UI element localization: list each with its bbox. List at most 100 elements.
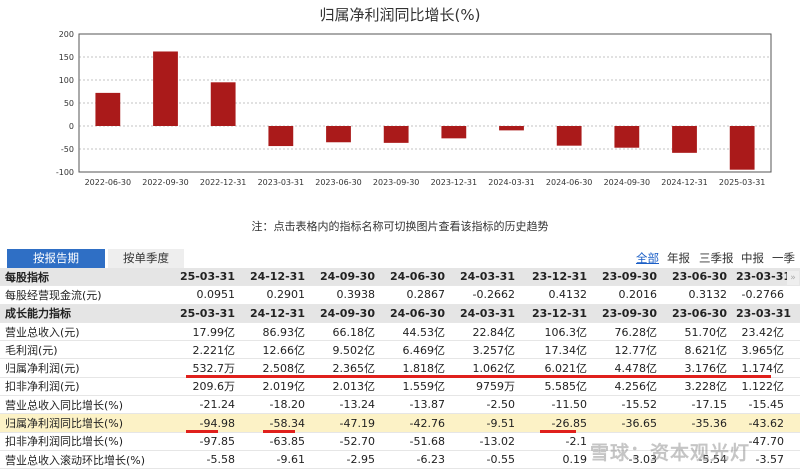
metric-value: 12.77亿	[592, 340, 662, 360]
financial-table: 每股指标 25-03-31 24-12-31 24-09-30 24-06-30 24-0…	[0, 268, 800, 470]
metric-value: 0.19	[520, 450, 592, 470]
x-tick-label: 2024-03-31	[488, 178, 535, 187]
metric-value: 3.228亿	[662, 377, 732, 397]
y-tick-label: 150	[59, 53, 74, 62]
metric-value: -0.2662	[450, 285, 520, 305]
chart-title: 归属净利润同比增长(%)	[319, 6, 481, 24]
table-section-header: 成长能力指标 25-03-31 24-12-31 24-09-30 24-06-30 24…	[0, 304, 800, 323]
metric-value: -35.36	[662, 413, 732, 433]
metric-value: -2.1	[520, 432, 592, 451]
metric-value: -63.85	[240, 432, 310, 451]
y-tick-label: 50	[64, 99, 74, 108]
metric-value: 1.062亿	[450, 358, 520, 378]
metric-value: 23-03-31	[732, 304, 800, 323]
x-tick-label: 2022-09-30	[142, 178, 189, 187]
metric-name[interactable]: 毛利润(元)	[0, 340, 172, 360]
metric-name[interactable]: 归属净利润同比增长(%)	[0, 413, 172, 433]
metric-value: 24-09-30	[310, 268, 380, 287]
metric-value: -43.62	[732, 413, 800, 433]
metric-value: -3.03	[592, 450, 662, 470]
table-row: 归属净利润(元) 532.7万 2.508亿 2.365亿 1.818亿 1.062亿 6.…	[0, 358, 800, 378]
metric-value: 24-09-30	[310, 304, 380, 323]
metric-value: -13.87	[380, 395, 450, 415]
metric-value: -0.55	[450, 450, 520, 470]
metric-name[interactable]: 营业总收入同比增长(%)	[0, 395, 172, 415]
metric-value: 24-03-31	[450, 268, 520, 287]
metric-value: -2.50	[450, 395, 520, 415]
table-section-header: 每股指标 25-03-31 24-12-31 24-09-30 24-06-30 24-0…	[0, 268, 800, 287]
metric-value: 0.2901	[240, 285, 310, 305]
bar	[383, 126, 409, 143]
x-tick-label: 2024-12-31	[661, 178, 708, 187]
metric-name[interactable]: 扣非净利润(元)	[0, 377, 172, 397]
filter-annual[interactable]: 年报	[667, 251, 690, 265]
tab-by-report-period[interactable]: 按报告期	[7, 249, 105, 268]
metric-value: 1.174亿	[732, 358, 800, 378]
metric-value: -13.02	[450, 432, 520, 451]
bar	[95, 92, 121, 126]
metric-value: 24-12-31	[240, 268, 310, 287]
chart-area: 200 150 100 50 0 -50 -100 2022-06-30 2022-09-30 2…	[0, 0, 800, 200]
y-tick-label: -100	[56, 168, 74, 177]
metric-name[interactable]: 归属净利润(元)	[0, 358, 172, 378]
metric-name[interactable]: 成长能力指标	[0, 304, 172, 323]
metric-value: 23-09-30	[592, 304, 662, 323]
metric-value: -5.58	[172, 450, 240, 470]
filter-q3[interactable]: 三季报	[699, 251, 734, 265]
metric-value: 6.469亿	[380, 340, 450, 360]
metric-name[interactable]: 营业总收入(元)	[0, 322, 172, 342]
metric-value: 106.3亿	[520, 322, 592, 342]
metric-value: 4.256亿	[592, 377, 662, 397]
metric-name[interactable]: 营业总收入滚动环比增长(%)	[0, 450, 172, 470]
table-row: 扣非净利润(元) 209.6万 2.019亿 2.013亿 1.559亿 9759万 5.5…	[0, 377, 800, 397]
metric-value: 3.257亿	[450, 340, 520, 360]
metric-value: -11.50	[520, 395, 592, 415]
metric-name[interactable]: 每股经营现金流(元)	[0, 285, 172, 305]
red-underline-mark	[263, 430, 295, 433]
metric-value: -47.70	[732, 432, 800, 451]
metric-value: 23-09-30	[592, 268, 662, 287]
y-tick-label: 200	[59, 30, 74, 39]
metric-value: -21.24	[172, 395, 240, 415]
metric-value: -36.65	[592, 413, 662, 433]
metric-value: 8.621亿	[662, 340, 732, 360]
metric-value: -58.34	[240, 413, 310, 433]
metric-name[interactable]: 每股指标	[0, 268, 172, 287]
metric-value: 12.66亿	[240, 340, 310, 360]
bar	[441, 126, 467, 139]
metric-value: 66.18亿	[310, 322, 380, 342]
table-row: 扣非净利润同比增长(%) -97.85 -63.85 -52.70 -51.68 -13.…	[0, 432, 800, 451]
metric-value: 0.2016	[592, 285, 662, 305]
red-underline-mark	[540, 430, 576, 433]
metric-value: -5.54	[662, 450, 732, 470]
metric-value: -15.52	[592, 395, 662, 415]
metric-value: 23-12-31	[520, 268, 592, 287]
metric-value: 24-12-31	[240, 304, 310, 323]
double-right-arrow-icon[interactable]: »	[787, 271, 799, 285]
metric-value: -17.15	[662, 395, 732, 415]
y-tick-label: 0	[69, 122, 74, 131]
table-row: 营业总收入滚动环比增长(%) -5.58 -9.61 -2.95 -6.23 -0.55 0…	[0, 450, 800, 470]
metric-value: 25-03-31	[172, 304, 240, 323]
x-tick-label: 2023-03-31	[258, 178, 305, 187]
bar	[210, 82, 236, 126]
metric-name[interactable]: 扣非净利润同比增长(%)	[0, 432, 172, 451]
metric-value: 9759万	[450, 377, 520, 397]
chart-note: 注：点击表格内的指标名称可切换图片查看该指标的历史趋势	[251, 220, 549, 233]
metric-value: -47.19	[310, 413, 380, 433]
metric-value: -6.23	[380, 450, 450, 470]
x-tick-label: 2022-12-31	[200, 178, 247, 187]
bar	[672, 126, 697, 153]
metric-value: -3.57	[732, 450, 800, 470]
bar	[614, 126, 640, 148]
metric-value: 23-06-30	[662, 268, 732, 287]
table-row: 毛利润(元) 2.221亿 12.66亿 9.502亿 6.469亿 3.257亿 17.3…	[0, 340, 800, 360]
tab-by-single-quarter[interactable]: 按单季度	[108, 249, 184, 268]
metric-value: -0.2766	[732, 285, 800, 305]
x-tick-label: 2024-06-30	[546, 178, 593, 187]
filter-q1[interactable]: 一季报	[772, 251, 795, 284]
filter-all[interactable]: 全部	[636, 251, 659, 265]
filter-interim[interactable]: 中报	[741, 251, 764, 265]
metric-value: 24-06-30	[380, 304, 450, 323]
bar	[326, 126, 351, 143]
